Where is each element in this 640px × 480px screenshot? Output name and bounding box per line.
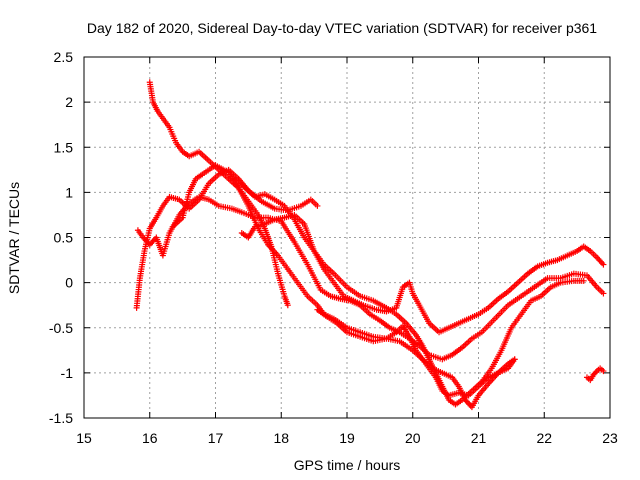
y-tick-label: -0.5	[49, 320, 73, 336]
data-point	[600, 290, 607, 297]
x-tick-label: 23	[602, 430, 618, 446]
y-tick-label: -1.5	[49, 410, 73, 426]
series-satellite-track-H	[583, 365, 607, 384]
data-points	[133, 79, 607, 411]
y-axis-label: SDTVAR / TECUs	[6, 182, 22, 294]
plot-frame	[83, 56, 611, 419]
series-satellite-track-B	[134, 193, 607, 363]
x-tick-label: 16	[142, 430, 158, 446]
chart-title: Day 182 of 2020, Sidereal Day-to-day VTE…	[87, 20, 597, 36]
y-tick-label: 0	[65, 275, 73, 291]
y-tick-label: 0.5	[54, 230, 74, 246]
x-tick-label: 21	[471, 430, 487, 446]
data-point	[600, 368, 607, 375]
data-point	[284, 302, 291, 309]
x-tick-label: 15	[76, 430, 92, 446]
x-tick-label: 19	[339, 430, 355, 446]
y-tick-label: 1	[65, 184, 73, 200]
x-tick-label: 18	[273, 430, 289, 446]
data-point	[580, 277, 587, 284]
x-tick-label: 20	[405, 430, 421, 446]
x-tick-label: 17	[208, 430, 224, 446]
data-point	[314, 202, 321, 209]
y-tick-label: 1.5	[54, 139, 74, 155]
x-tick-label: 22	[536, 430, 552, 446]
axis-tick-labels: 15 16 17 18 19 20 21 22 23 -1.5 -1 -0.5 0 0.5 1 1.5 2 2.5	[49, 49, 618, 446]
y-tick-label: 2.5	[54, 49, 74, 65]
series-satellite-track-E	[232, 175, 587, 408]
y-tick-label: 2	[65, 94, 73, 110]
x-axis-label: GPS time / hours	[294, 457, 401, 473]
series-satellite-track-G	[314, 306, 518, 399]
y-tick-label: -1	[61, 365, 74, 381]
series-satellite-track-C	[146, 79, 291, 309]
series-satellite-track-F	[238, 211, 607, 336]
data-point	[600, 261, 607, 268]
data-point	[511, 356, 518, 363]
grid-lines	[84, 57, 610, 418]
